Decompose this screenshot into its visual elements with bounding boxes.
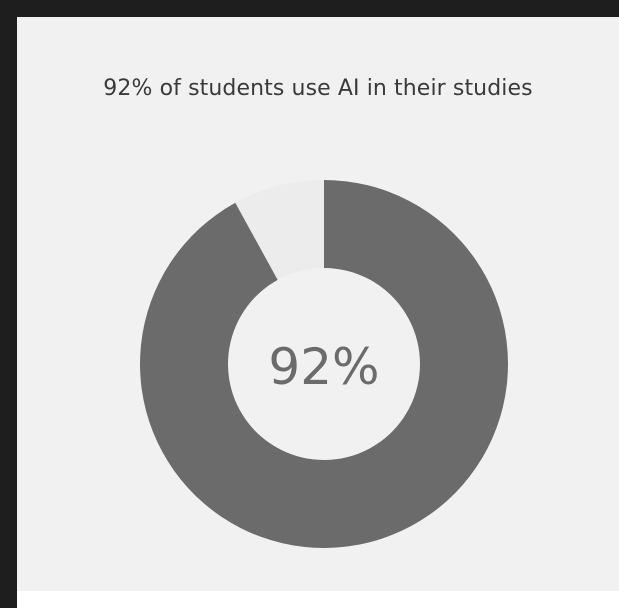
slice-main [140,180,509,548]
center-percentage-label: 92% [268,338,379,396]
frame-corner [0,591,17,608]
donut-slices [140,180,509,548]
slice-remainder [235,180,324,280]
bottom-margin [0,591,619,608]
chart-title: 92% of students use AI in their studies [103,76,533,101]
